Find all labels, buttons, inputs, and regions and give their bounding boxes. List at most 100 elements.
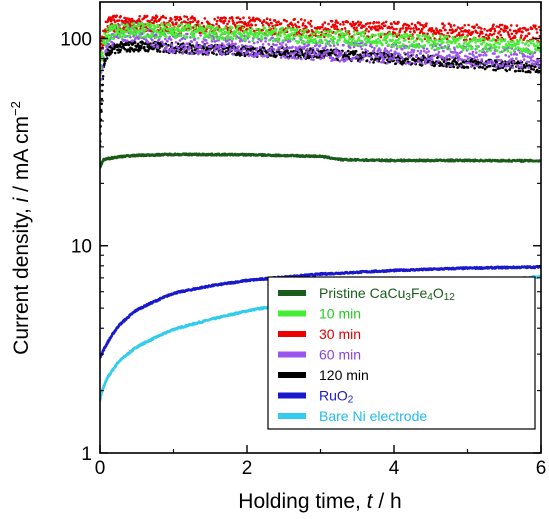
- data-point: [508, 64, 512, 68]
- data-point: [128, 34, 131, 37]
- data-point: [215, 33, 218, 37]
- data-point: [354, 49, 358, 53]
- data-point: [424, 62, 427, 65]
- data-point: [217, 48, 220, 51]
- data-point: [296, 20, 300, 24]
- data-point: [205, 41, 209, 45]
- data-point: [265, 17, 269, 21]
- data-point: [204, 39, 208, 42]
- data-point: [382, 21, 385, 25]
- data-point: [264, 37, 268, 40]
- data-point: [139, 46, 143, 50]
- data-point: [496, 62, 499, 66]
- data-point: [409, 61, 412, 64]
- data-point: [104, 49, 108, 53]
- data-point: [241, 34, 244, 38]
- data-point: [270, 21, 273, 25]
- data-point: [238, 24, 241, 28]
- data-point: [117, 19, 121, 22]
- data-point: [336, 21, 340, 25]
- data-point: [460, 58, 464, 61]
- data-point: [163, 31, 166, 34]
- data-point: [401, 47, 404, 51]
- data-point: [422, 26, 426, 29]
- data-point: [208, 49, 211, 52]
- data-point: [350, 24, 354, 28]
- data-point: [321, 25, 324, 29]
- data-point: [492, 32, 496, 36]
- data-point: [201, 52, 205, 56]
- data-point: [451, 30, 455, 34]
- data-point: [345, 57, 349, 61]
- data-point: [293, 17, 297, 21]
- data-point: [127, 43, 131, 47]
- data-point: [365, 59, 369, 62]
- data-point: [333, 58, 337, 62]
- data-point: [346, 49, 350, 53]
- data-point: [141, 41, 145, 44]
- data-point: [150, 18, 154, 22]
- data-point: [455, 28, 458, 32]
- data-point: [406, 57, 409, 61]
- data-point: [149, 24, 153, 28]
- data-point: [248, 40, 251, 44]
- data-point: [197, 50, 201, 54]
- data-point: [306, 36, 309, 40]
- data-point: [203, 28, 207, 31]
- data-point: [412, 27, 415, 30]
- data-point: [195, 41, 199, 44]
- data-point: [492, 68, 495, 72]
- data-point: [111, 44, 114, 47]
- data-point: [199, 34, 202, 37]
- data-point: [167, 43, 170, 47]
- data-point: [242, 16, 245, 20]
- data-point: [466, 66, 470, 69]
- data-point: [229, 48, 233, 52]
- data-point: [305, 50, 308, 54]
- data-point: [136, 42, 140, 46]
- data-point: [280, 51, 283, 54]
- data-point: [108, 338, 111, 342]
- data-point: [481, 66, 485, 69]
- data-point: [303, 19, 307, 22]
- data-point: [247, 24, 251, 27]
- data-point: [425, 22, 428, 25]
- data-point: [510, 24, 513, 27]
- data-point: [145, 14, 149, 18]
- data-point: [192, 34, 196, 37]
- data-point: [388, 60, 392, 64]
- data-point: [199, 31, 202, 35]
- data-point: [467, 61, 470, 64]
- data-point: [268, 26, 271, 30]
- data-point: [467, 23, 470, 27]
- data-point: [469, 62, 473, 66]
- data-point: [448, 55, 452, 58]
- data-point: [168, 23, 171, 27]
- data-point: [275, 43, 278, 47]
- data-point: [101, 51, 104, 54]
- data-point: [105, 57, 109, 60]
- data-point: [233, 34, 237, 37]
- data-point: [465, 61, 468, 65]
- data-point: [124, 34, 127, 38]
- data-point: [457, 55, 461, 58]
- data-point: [128, 50, 132, 53]
- data-point: [410, 22, 414, 26]
- data-point: [397, 20, 400, 24]
- data-point: [220, 48, 223, 52]
- data-point: [534, 24, 537, 28]
- data-point: [222, 21, 225, 25]
- data-point: [154, 26, 157, 30]
- data-point: [475, 55, 479, 59]
- data-point: [453, 48, 457, 51]
- data-point: [519, 59, 523, 63]
- data-point: [286, 49, 289, 53]
- data-point: [251, 27, 254, 31]
- data-point: [478, 32, 482, 36]
- data-point: [110, 51, 114, 54]
- data-point: [518, 27, 522, 30]
- data-point: [377, 21, 381, 24]
- data-point: [283, 47, 287, 50]
- data-point: [164, 35, 168, 38]
- data-point: [313, 50, 316, 53]
